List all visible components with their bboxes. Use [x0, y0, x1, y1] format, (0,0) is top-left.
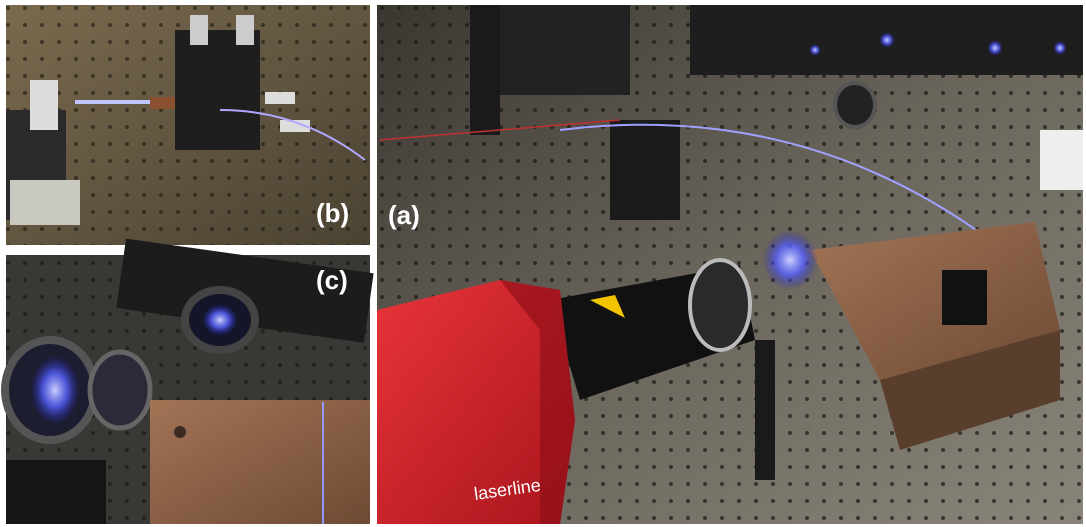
panel-b: (b) — [6, 5, 370, 245]
panel-c: (c) — [5, 239, 374, 524]
figure: (b) (c) — [0, 0, 1086, 527]
panel-label: (c) — [316, 265, 348, 295]
panel-label: (a) — [388, 200, 420, 230]
panel-label: (b) — [316, 198, 349, 228]
panel-a: laserline (a) — [377, 5, 1083, 524]
page: (b) (c) — [0, 0, 1086, 527]
